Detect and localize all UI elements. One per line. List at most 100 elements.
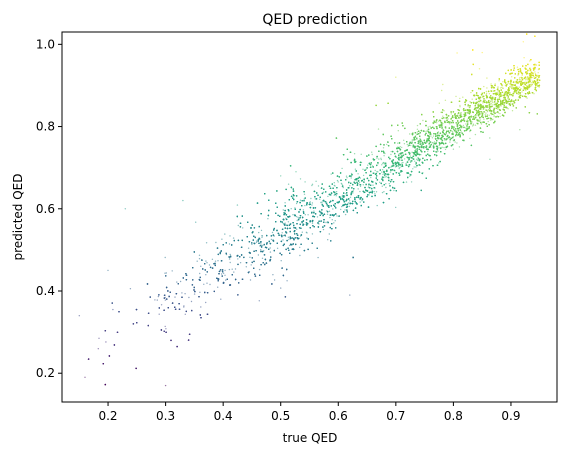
scatter-point (480, 113, 482, 115)
scatter-point (382, 173, 384, 176)
scatter-point (237, 258, 239, 260)
scatter-point (311, 204, 313, 206)
scatter-point (336, 215, 338, 217)
scatter-point (299, 199, 302, 201)
scatter-point (527, 84, 529, 87)
scatter-point (385, 183, 387, 185)
scatter-point (367, 164, 369, 166)
scatter-point (376, 157, 378, 159)
scatter-point (171, 270, 173, 272)
scatter-point (490, 113, 493, 116)
scatter-point (381, 169, 384, 171)
scatter-point (426, 130, 428, 132)
scatter-point (467, 105, 469, 108)
scatter-point (526, 79, 528, 81)
scatter-point (489, 158, 491, 160)
scatter-point (385, 176, 387, 178)
scatter-point (526, 97, 528, 99)
scatter-point (228, 258, 231, 260)
scatter-point (352, 190, 355, 192)
scatter-point (462, 113, 465, 116)
scatter-point (158, 313, 160, 315)
scatter-point (184, 313, 186, 315)
chart-title: QED prediction (262, 12, 367, 28)
scatter-point (352, 192, 354, 194)
scatter-point (193, 293, 196, 295)
scatter-point (530, 85, 533, 87)
scatter-point (411, 140, 413, 142)
scatter-point (449, 123, 451, 125)
scatter-point (333, 182, 335, 184)
scatter-point (282, 239, 284, 241)
scatter-point (282, 222, 284, 225)
scatter-point (478, 68, 481, 70)
scatter-point (522, 41, 524, 43)
scatter-point (454, 131, 457, 133)
scatter-point (217, 286, 219, 288)
scatter-point (507, 108, 509, 110)
scatter-point (374, 193, 376, 195)
scatter-point (532, 76, 534, 79)
scatter-point (325, 221, 327, 224)
scatter-point (341, 183, 343, 185)
scatter-point (368, 185, 370, 187)
scatter-point (280, 287, 282, 289)
scatter-point (396, 157, 399, 160)
scatter-point (179, 280, 182, 283)
scatter-point (470, 91, 472, 94)
scatter-point (469, 130, 471, 133)
scatter-point (521, 91, 523, 93)
scatter-points (78, 33, 541, 387)
scatter-point (449, 141, 451, 143)
scatter-point (443, 146, 445, 149)
scatter-point (348, 205, 351, 208)
scatter-point (233, 271, 235, 273)
scatter-point (297, 216, 299, 219)
scatter-point (195, 221, 197, 223)
scatter-point (458, 146, 461, 148)
scatter-point (512, 88, 515, 91)
scatter-point (401, 146, 403, 149)
scatter-point (399, 159, 401, 162)
scatter-point (399, 158, 401, 160)
scatter-point (304, 181, 306, 183)
scatter-point (286, 280, 288, 282)
scatter-point (395, 156, 398, 158)
scatter-point (359, 177, 361, 179)
scatter-point (492, 118, 494, 121)
scatter-point (511, 76, 513, 78)
scatter-point (199, 291, 201, 293)
scatter-point (336, 179, 339, 182)
scatter-point (488, 105, 490, 107)
scatter-point (299, 254, 301, 257)
scatter-point (372, 184, 374, 186)
scatter-point (200, 306, 202, 308)
scatter-point (442, 83, 444, 86)
scatter-point (335, 195, 337, 197)
scatter-point (516, 80, 519, 83)
scatter-point (154, 299, 156, 301)
scatter-point (499, 87, 502, 89)
scatter-point (220, 273, 223, 275)
scatter-point (299, 178, 302, 180)
scatter-point (531, 80, 534, 82)
scatter-point (449, 121, 451, 123)
scatter-point (176, 281, 178, 283)
scatter-point (311, 202, 314, 204)
scatter-point (164, 299, 167, 301)
scatter-point (462, 115, 464, 118)
scatter-point (419, 137, 421, 140)
scatter-point (357, 188, 359, 190)
scatter-point (270, 238, 273, 241)
scatter-point (341, 205, 343, 208)
scatter-point (536, 80, 538, 83)
scatter-point (498, 107, 500, 109)
scatter-point (165, 328, 167, 330)
scatter-point (518, 86, 521, 88)
scatter-point (390, 150, 392, 153)
scatter-point (239, 262, 242, 264)
scatter-point (409, 175, 411, 177)
scatter-point (393, 189, 395, 192)
scatter-point (360, 153, 362, 155)
